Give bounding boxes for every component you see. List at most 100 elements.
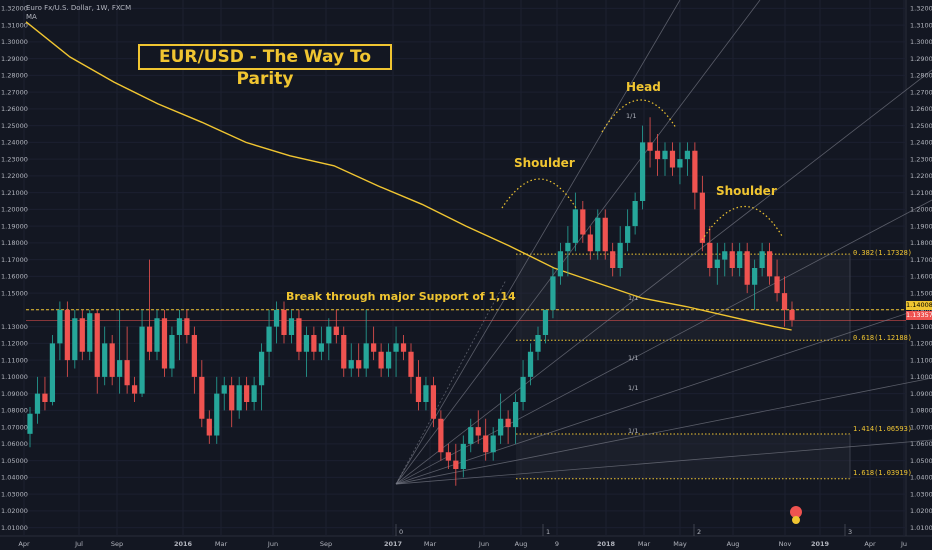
time-tick-label: Jun (267, 540, 278, 548)
arc-shoulder-left (501, 178, 577, 209)
fan-axis-label: 1 (546, 528, 550, 536)
candle-body (752, 268, 758, 285)
time-tick-label: Nov (779, 540, 792, 548)
price-tick-label: 1.27000 (910, 88, 932, 96)
fan-axis-label: 3 (848, 528, 852, 536)
candle-body (498, 418, 504, 436)
main-title: EUR/USD - The Way To Parity (138, 44, 392, 89)
price-tick-label: 1.20000 (910, 206, 932, 214)
left-price-tick-label: 1.24000 (1, 139, 28, 147)
fan-line (395, 0, 681, 485)
price-tick-label: 1.17000 (910, 256, 932, 264)
left-price-tick-label: 1.10000 (1, 373, 28, 381)
left-price-tick-label: 1.05000 (1, 457, 28, 465)
time-axis[interactable]: Apr Jul Sep 2016 Mar Jun Sep 2017 Mar Jun Aug 9 2018… (18, 540, 907, 548)
candle-body (714, 259, 720, 268)
candle-body (333, 326, 339, 335)
price-axis-right[interactable]: 1.32000 1.31000 1.30000 1.29000 1.28000 1.270… (910, 5, 932, 532)
candle-body (475, 427, 481, 436)
candle-body (774, 276, 780, 294)
candle-body (281, 309, 287, 335)
candle-body (408, 351, 414, 377)
candle-body (371, 343, 377, 352)
time-tick-label: 2017 (384, 540, 402, 548)
time-tick-label: May (673, 540, 687, 548)
candle-body (535, 335, 541, 352)
break-support-label: Break through major Support of 1,14 (286, 290, 516, 303)
time-tick-label: Aug (727, 540, 740, 548)
left-price-tick-label: 1.07000 (1, 423, 28, 431)
candle-body (587, 234, 593, 252)
fan-ratio-label: 1/1 (628, 427, 638, 435)
left-price-tick-label: 1.21000 (1, 189, 28, 197)
candle-body (87, 313, 93, 352)
fan-line (395, 439, 932, 485)
candle-body (639, 142, 646, 201)
left-price-tick-label: 1.08000 (1, 407, 28, 415)
moving-average (25, 21, 792, 331)
left-price-tick-label: 1.32000 (1, 5, 28, 13)
candle-body (288, 318, 295, 335)
price-tick-label: 1.04000 (910, 474, 932, 482)
price-tick-label: 1.29000 (910, 55, 932, 63)
fan-line (395, 377, 932, 485)
price-tick-label: 1.10000 (910, 373, 932, 381)
candle-body (557, 251, 564, 277)
price-tick-label: 1.28000 (910, 72, 932, 80)
time-tick-label: 2016 (174, 540, 193, 548)
time-tick-label: 9 (555, 540, 559, 548)
fan-axis-label: 2 (697, 528, 701, 536)
candle-body (318, 343, 324, 352)
candle-body (677, 159, 683, 168)
price-tick-label: 1.26000 (910, 105, 932, 113)
left-price-tick-label: 1.04000 (1, 474, 28, 482)
price-tick-label: 1.15000 (910, 289, 932, 297)
fib-label-1414: 1.414(1.06593) (853, 425, 913, 433)
fib-zone-lower (516, 433, 850, 479)
left-price-tick-label: 1.16000 (1, 273, 28, 281)
price-tick-label: 1.18000 (910, 239, 932, 247)
fib-label-1618: 1.618(1.03919) (853, 469, 913, 477)
price-tick-label: 1.14000 (910, 306, 932, 314)
candle-body (79, 318, 85, 352)
indicator-label: MA (26, 13, 37, 21)
left-price-tick-label: 1.06000 (1, 440, 28, 448)
candle-body (789, 309, 795, 320)
left-price-tick-label: 1.20000 (1, 206, 28, 214)
candle-body (438, 418, 444, 453)
candle-body (229, 385, 235, 411)
candle-body (244, 385, 250, 402)
candle-body (176, 318, 183, 335)
candle-body (632, 201, 638, 227)
candle-body (109, 343, 115, 377)
ma-line (25, 21, 792, 331)
candle-body (42, 393, 48, 402)
candle-body (206, 418, 212, 436)
left-price-tick-label: 1.30000 (1, 38, 28, 46)
shoulder-left-label: Shoulder (514, 156, 575, 170)
candle-body (296, 318, 302, 352)
candle-body (146, 326, 153, 352)
candle-body (423, 385, 429, 402)
candle-body (400, 343, 407, 352)
candle-body (722, 251, 728, 260)
candle-body (550, 276, 556, 310)
candle-body (527, 351, 534, 377)
candle-body (124, 360, 130, 386)
left-price-tick-label: 1.31000 (1, 21, 28, 29)
left-price-tick-label: 1.28000 (1, 72, 28, 80)
left-price-tick-label: 1.26000 (1, 105, 28, 113)
left-price-tick-label: 1.29000 (1, 55, 28, 63)
left-price-tick-label: 1.18000 (1, 239, 28, 247)
fan-ratio-label: 1/1 (628, 384, 638, 392)
candle-body (139, 326, 145, 394)
time-tick-label: Sep (320, 540, 332, 548)
fan-line (395, 0, 761, 485)
candle-body (684, 150, 691, 160)
left-price-tick-label: 1.23000 (1, 155, 28, 163)
time-tick-label: Aug (515, 540, 528, 548)
candle-body (766, 251, 773, 277)
candle-body (49, 343, 56, 402)
price-tick-label: 1.06000 (910, 440, 932, 448)
